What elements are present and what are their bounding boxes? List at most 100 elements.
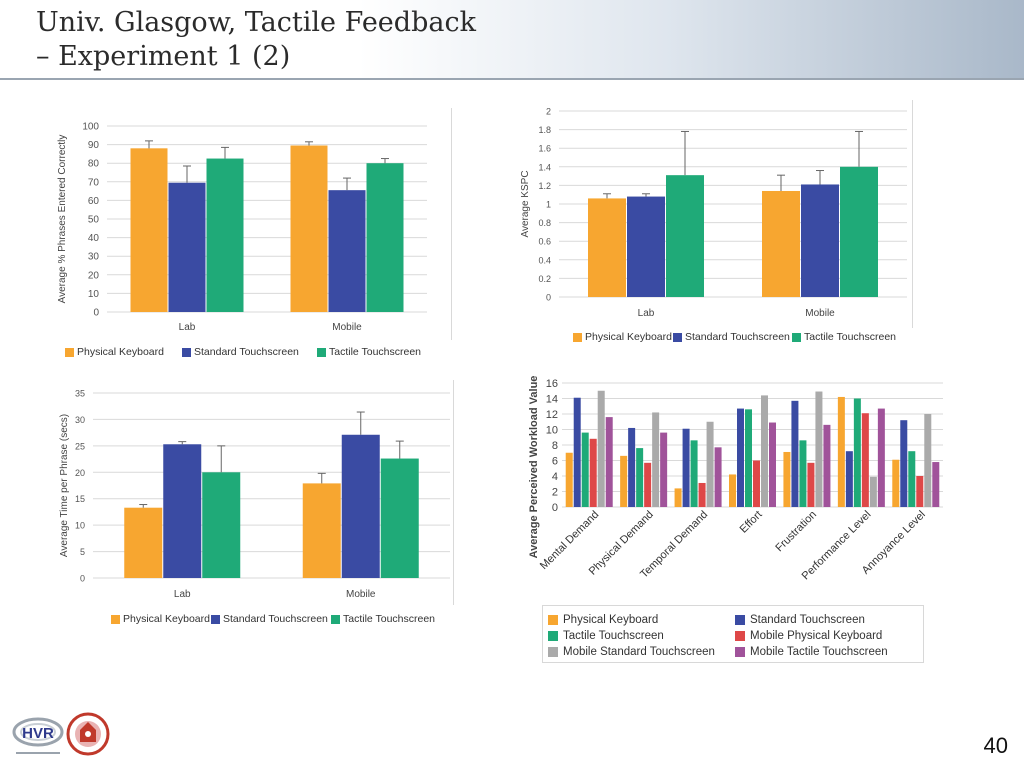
legend-label: Physical Keyboard	[77, 346, 164, 358]
legend-item-mobile-standard-touchscreen: Mobile Standard Touchscreen	[548, 646, 715, 658]
legend-label: Tactile Touchscreen	[804, 331, 897, 343]
bar-standard-touchscreen	[341, 434, 380, 578]
bar-physical-keyboard	[892, 459, 900, 507]
legend-swatch	[111, 614, 120, 624]
bar-physical-keyboard	[124, 507, 163, 578]
y-tick-label: 30	[75, 415, 85, 425]
legend-item-standard-touchscreen: Standard Touchscreen	[673, 331, 790, 343]
y-tick-label: 40	[88, 233, 100, 244]
y-tick-label: 2	[552, 487, 558, 499]
bar-mobile-tactile-touchscreen	[823, 424, 831, 507]
bar-mobile-standard-touchscreen	[652, 412, 660, 507]
y-tick-label: 0.8	[538, 218, 551, 228]
bar-standard-touchscreen	[682, 428, 690, 507]
y-tick-label: 30	[88, 252, 100, 263]
y-tick-label: 0.4	[538, 255, 551, 265]
bar-tactile-touchscreen	[636, 448, 644, 507]
bar-mobile-physical-keyboard	[753, 460, 760, 507]
bar-mobile-standard-touchscreen	[761, 395, 768, 507]
bar-tactile-touchscreen	[202, 472, 241, 578]
chart-accuracy-panel: 0 10 20 30 40 50 60 70 80 90 100 Average % Phrases …	[55, 108, 453, 363]
y-tick-label: 1	[546, 200, 551, 210]
title-divider	[0, 78, 1024, 80]
bar-standard-touchscreen	[791, 400, 799, 507]
y-axis-label: Average % Phrases Entered Correctly	[57, 135, 68, 304]
legend-item-physical-keyboard: Physical Keyboard	[111, 613, 210, 625]
bar-physical-keyboard	[729, 474, 736, 507]
chart-kspc-panel: 0 0.2 0.4 0.6 0.8 1 1.2 1.4 1.6 1.8 2 Average KSPC L…	[515, 100, 915, 350]
legend-swatch	[573, 332, 582, 342]
university-seal-logo	[66, 712, 110, 756]
bar-mobile-tactile-touchscreen	[660, 432, 668, 507]
bar-mobile-tactile-touchscreen	[605, 417, 613, 507]
y-tick-label: 1.4	[538, 162, 551, 172]
y-tick-label: 90	[88, 140, 100, 151]
y-tick-label: 16	[546, 378, 558, 390]
bar-mobile-standard-touchscreen	[597, 390, 605, 507]
y-tick-label: 1.8	[538, 125, 551, 135]
bar-mobile-tactile-touchscreen	[714, 447, 722, 507]
x-category-label: Mobile	[805, 308, 835, 319]
legend-label: Physical Keyboard	[563, 614, 659, 626]
bar-mobile-physical-keyboard	[916, 476, 924, 507]
y-tick-label: 15	[75, 494, 85, 504]
bar-tactile-touchscreen	[380, 458, 419, 578]
y-axis-label: Average KSPC	[520, 170, 531, 237]
bar-mobile-tactile-touchscreen	[877, 408, 885, 507]
legend-label: Mobile Standard Touchscreen	[563, 646, 715, 658]
y-axis-label: Average Perceived Workload Value	[528, 376, 540, 559]
bar-standard-touchscreen	[900, 420, 908, 507]
y-tick-label: 1.2	[538, 181, 551, 191]
bar-mobile-standard-touchscreen	[869, 476, 877, 507]
y-tick-label: 60	[88, 196, 100, 207]
legend-swatch	[548, 647, 558, 657]
legend-item-mobile-tactile-touchscreen: Mobile Tactile Touchscreen	[735, 646, 888, 658]
y-axis-label: Average Time per Phrase (secs)	[59, 414, 70, 557]
legend-swatch	[182, 347, 191, 357]
chart-time: 0 5 10 15 20 25 30 35 Average Time per Phrase (s…	[59, 380, 454, 605]
bar-physical-keyboard	[565, 452, 573, 507]
legend-swatch	[735, 615, 745, 625]
bar-standard-touchscreen	[627, 196, 665, 297]
chart-accuracy: 0 10 20 30 40 50 60 70 80 90 100 Average % Phrases …	[57, 108, 452, 340]
legend-swatch	[548, 615, 558, 625]
bar-mobile-tactile-touchscreen	[769, 422, 776, 507]
bar-physical-keyboard	[762, 190, 800, 297]
bar-standard-touchscreen	[573, 397, 581, 507]
y-tick-label: 100	[82, 122, 99, 133]
bar-mobile-physical-keyboard	[861, 413, 869, 507]
y-tick-label: 10	[88, 289, 100, 300]
slide-title-line-2: – Experiment 1 (2)	[36, 41, 291, 72]
y-tick-label: 10	[546, 425, 558, 437]
y-tick-label: 80	[88, 159, 100, 170]
bar-tactile-touchscreen	[666, 175, 704, 297]
bar-mobile-physical-keyboard	[644, 462, 652, 507]
legend-swatch	[65, 347, 74, 357]
x-category-label: Effort	[738, 509, 765, 536]
legend-item-physical-keyboard: Physical Keyboard	[548, 614, 658, 626]
hvr-logo: HVR	[12, 717, 64, 754]
legend-label: Standard Touchscreen	[685, 331, 790, 343]
chart-workload-panel: 0 2 4 6 8 10 12 14 16 Average Perceived Workload …	[518, 365, 958, 663]
bar-tactile-touchscreen	[366, 163, 404, 312]
bar-tactile-touchscreen	[581, 432, 589, 507]
legend-item-physical-keyboard: Physical Keyboard	[573, 331, 672, 343]
title-bar	[0, 0, 1024, 80]
bar-mobile-physical-keyboard	[698, 482, 706, 507]
legend-swatch	[673, 332, 682, 342]
bar-physical-keyboard	[302, 483, 341, 578]
bar-standard-touchscreen	[628, 427, 636, 507]
bar-tactile-touchscreen	[799, 440, 807, 507]
legend-label: Standard Touchscreen	[194, 346, 299, 358]
y-tick-label: 0	[80, 574, 85, 584]
y-tick-label: 35	[75, 389, 85, 399]
y-tick-label: 0.6	[538, 237, 551, 247]
y-tick-label: 10	[75, 521, 85, 531]
bar-mobile-standard-touchscreen	[924, 414, 932, 507]
legend-label: Physical Keyboard	[123, 613, 210, 625]
legend-swatch	[735, 631, 745, 641]
y-tick-label: 20	[88, 270, 100, 281]
logos: HVR	[12, 712, 110, 756]
bar-physical-keyboard	[130, 148, 168, 312]
y-tick-label: 25	[75, 441, 85, 451]
